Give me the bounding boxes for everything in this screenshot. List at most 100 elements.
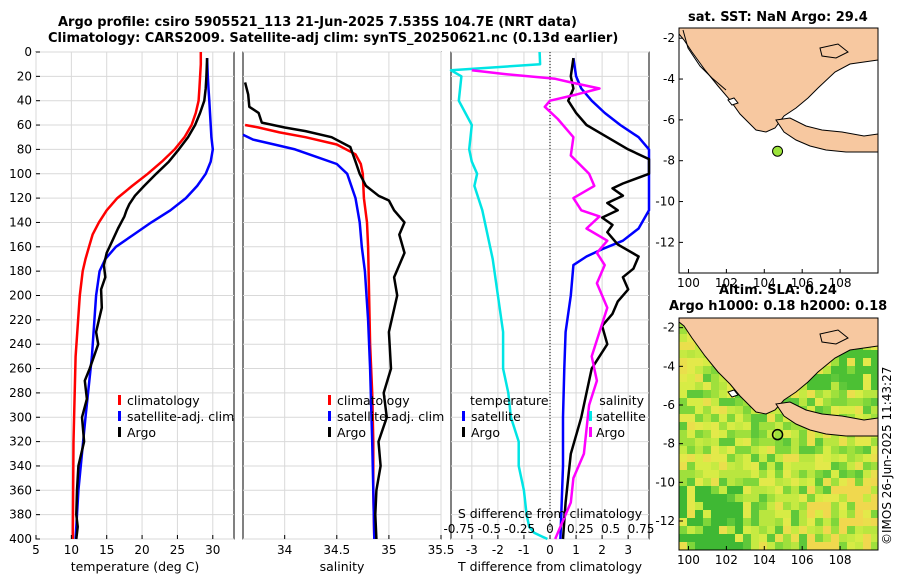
sla-cell <box>871 350 878 358</box>
sla-cell <box>743 542 751 550</box>
sla-cell <box>775 534 783 542</box>
sla-cell <box>871 470 878 478</box>
sla-cell <box>823 502 831 510</box>
sla-cell <box>743 526 751 534</box>
sla-cell <box>703 486 711 494</box>
salinity-panel: 34 34.5 35 35.5 salinity climatology satell… <box>242 51 454 574</box>
sla-cell <box>759 486 767 494</box>
sla-cell <box>863 470 871 478</box>
sla-cell <box>831 406 839 414</box>
sla-cell <box>719 478 727 486</box>
map-y-tick-label: -8 <box>663 437 675 451</box>
sla-cell <box>839 494 847 502</box>
sla-cell <box>775 510 783 518</box>
series-line-salinity-satellite <box>449 51 548 541</box>
sdiff-tick-label: 0.25 <box>567 522 594 536</box>
sla-cell <box>679 406 687 414</box>
x-tick-label: -1 <box>518 543 530 557</box>
sla-cell <box>847 438 855 446</box>
x-tick-label: 34 <box>277 543 292 557</box>
sla-cell <box>711 486 719 494</box>
difference-lines <box>449 51 651 541</box>
sla-cell <box>775 406 783 414</box>
sla-cell <box>743 462 751 470</box>
sla-cell <box>871 406 878 414</box>
sla-cell <box>695 398 703 406</box>
sla-cell <box>823 398 831 406</box>
sla-cell <box>847 526 855 534</box>
sdiff-tick-label: 0 <box>546 522 554 536</box>
sla-cell <box>815 526 823 534</box>
map-y-tick-label: -2 <box>663 31 675 45</box>
sla-cell <box>743 422 751 430</box>
sla-cell <box>719 382 727 390</box>
sla-cell <box>743 406 751 414</box>
sla-cell <box>831 526 839 534</box>
sla-cell <box>703 510 711 518</box>
sla-cell <box>719 510 727 518</box>
sla-cell <box>695 526 703 534</box>
sla-cell <box>831 470 839 478</box>
sla-cell <box>759 502 767 510</box>
sla-cell <box>679 446 687 454</box>
sla-cell <box>847 470 855 478</box>
sla-cell <box>767 446 775 454</box>
sla-cell <box>767 478 775 486</box>
sla-cell <box>847 486 855 494</box>
map-x-tick-label: 108 <box>829 276 852 290</box>
sla-cell <box>823 494 831 502</box>
map-y-tick-label: -6 <box>663 398 675 412</box>
sla-cell <box>743 510 751 518</box>
sla-cell <box>799 438 807 446</box>
sdiff-tick-label: -0.25 <box>504 522 535 536</box>
sdiff-tick-label: -0.75 <box>443 522 474 536</box>
sla-cell <box>711 398 719 406</box>
sla-cell <box>871 358 878 366</box>
sla-cell <box>687 438 695 446</box>
series-line-climatology <box>71 52 203 540</box>
difference-grid <box>451 51 649 540</box>
y-tick-label: 140 <box>9 215 32 229</box>
temperature-xticks: 5 10 15 20 25 30 <box>32 535 220 557</box>
x-tick-label: 15 <box>99 543 114 557</box>
sla-cell <box>847 534 855 542</box>
sla-cell <box>703 374 711 382</box>
sla-cell <box>679 390 687 398</box>
sla-cell <box>799 518 807 526</box>
sla-cell <box>871 398 878 406</box>
sla-cell <box>823 542 831 550</box>
sla-cell <box>831 366 839 374</box>
sla-cell <box>823 406 831 414</box>
sla-cell <box>767 534 775 542</box>
sla-cell <box>735 406 743 414</box>
sla-cell <box>783 470 791 478</box>
sdiff-tick-label: 0.75 <box>628 522 655 536</box>
sla-cell <box>871 438 878 446</box>
sla-cell <box>735 518 743 526</box>
sla-cell <box>695 430 703 438</box>
sla-cell <box>847 510 855 518</box>
sla-cell <box>863 366 871 374</box>
sla-cell <box>863 542 871 550</box>
sla-cell <box>767 502 775 510</box>
sla-cell <box>783 462 791 470</box>
enggano-island <box>727 97 739 106</box>
sla-cell <box>863 462 871 470</box>
sla-cell <box>687 446 695 454</box>
legend-climatology-label: climatology <box>337 393 410 408</box>
sla-cell <box>703 398 711 406</box>
sla-cell <box>839 526 847 534</box>
sla-cell <box>807 382 815 390</box>
sla-cell <box>863 534 871 542</box>
sla-cell <box>735 510 743 518</box>
sla-cell <box>735 462 743 470</box>
sla-map-xticks: 100 102 104 106 108 <box>677 546 852 567</box>
y-tick-label: 100 <box>9 167 32 181</box>
sla-cell <box>679 486 687 494</box>
sst-map: 100 102 104 106 108 -2 -4 -6 -8 -10 -12 <box>655 27 879 290</box>
sla-cell <box>751 526 759 534</box>
sla-cell <box>759 494 767 502</box>
sla-cell <box>839 470 847 478</box>
sdiff-tick-label: -0.5 <box>478 522 501 536</box>
